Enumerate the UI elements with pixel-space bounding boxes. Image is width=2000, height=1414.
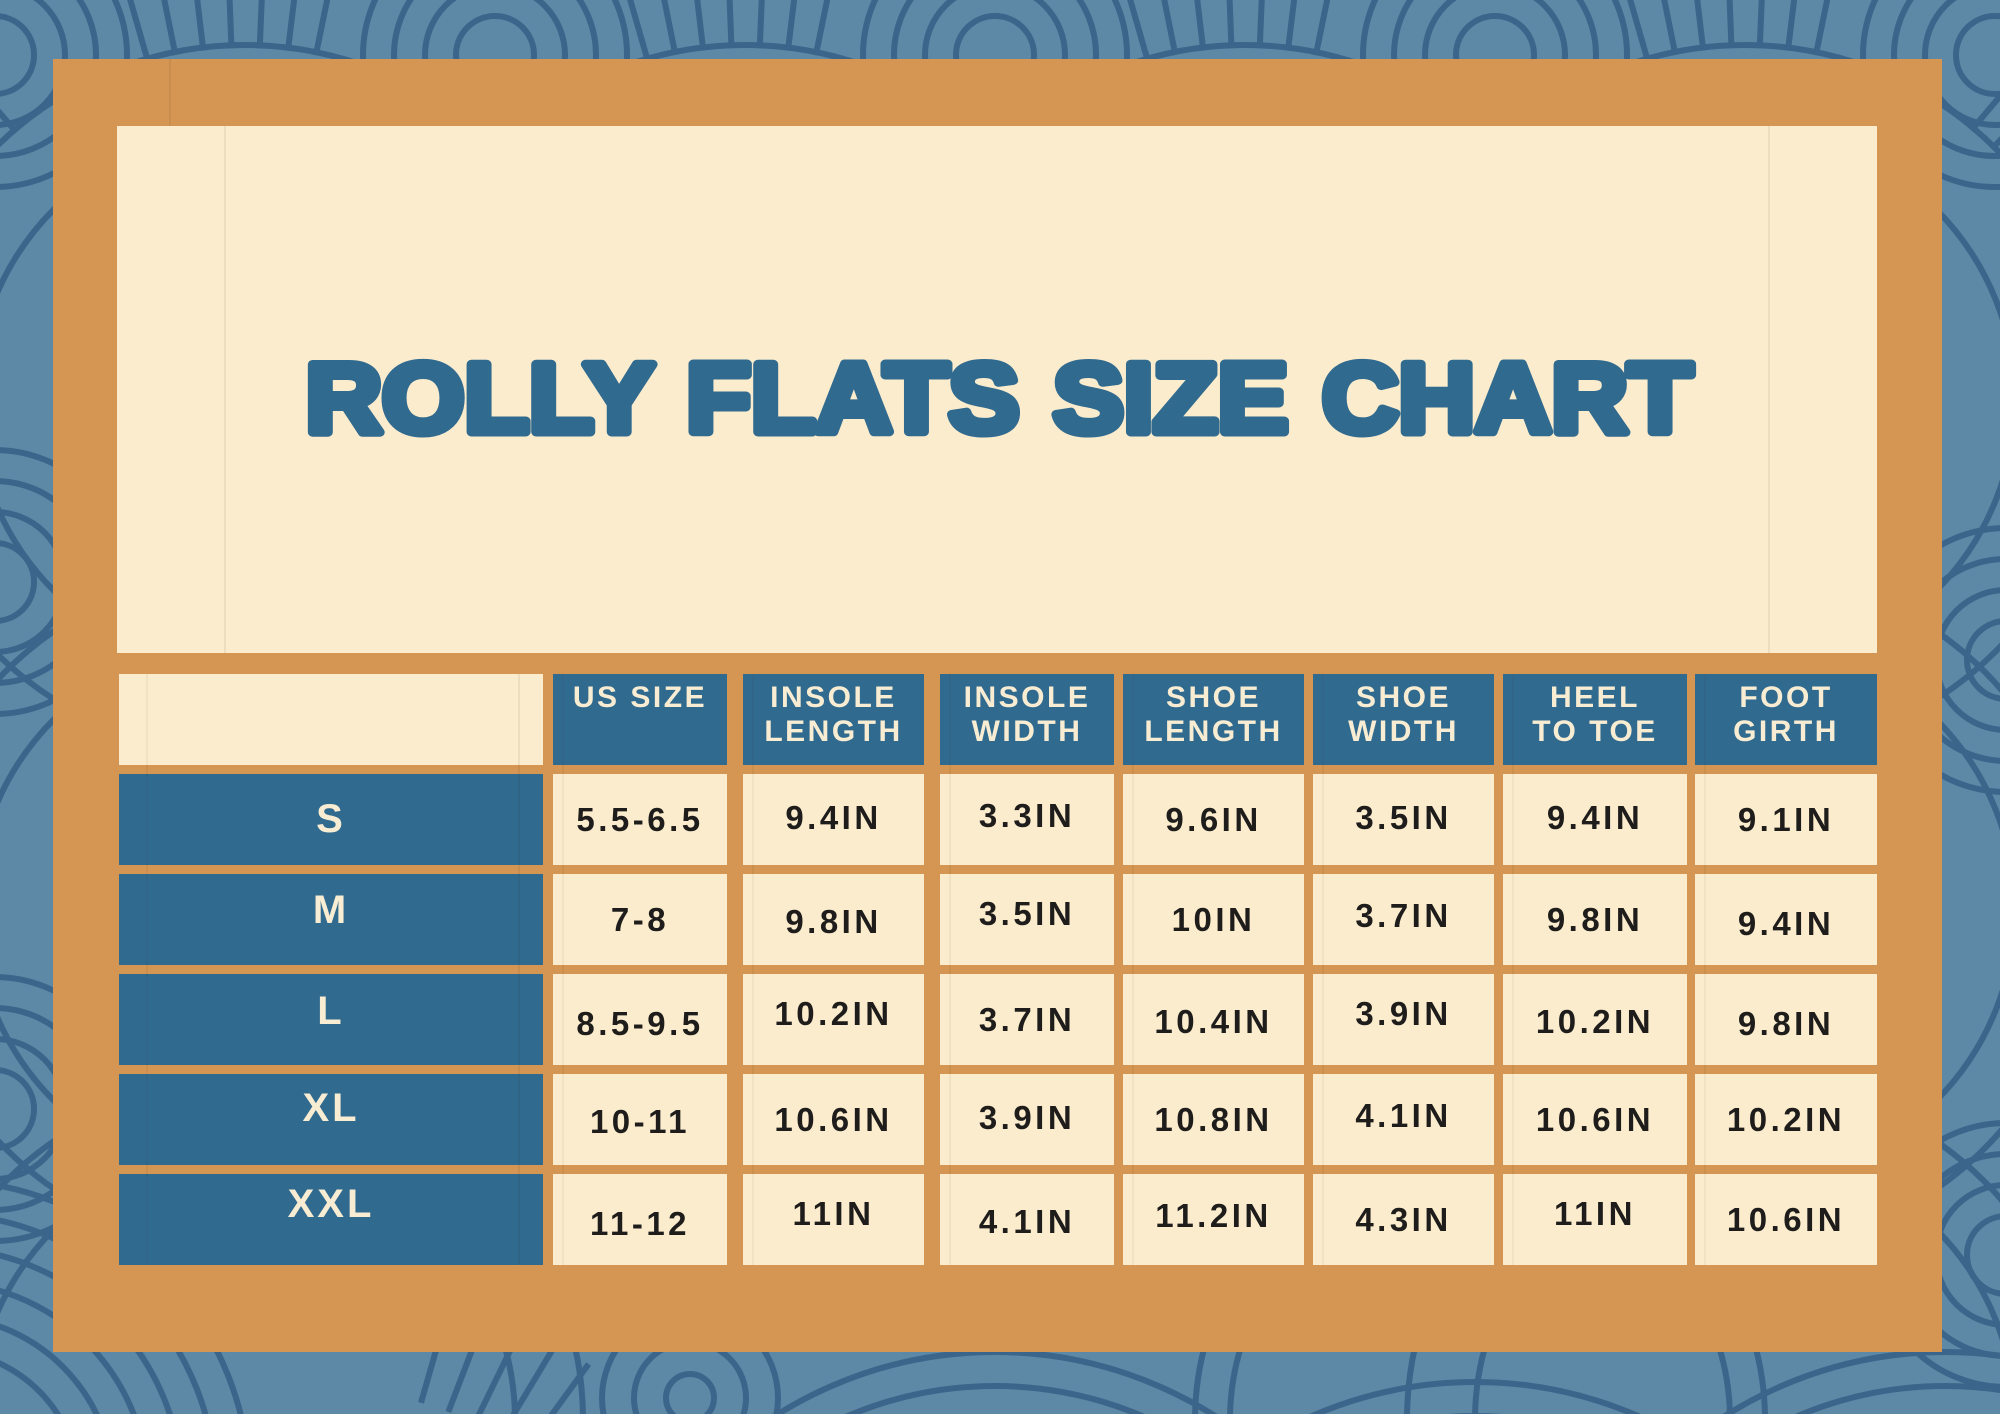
svg-text:ROLLY FLATS SIZE CHART: ROLLY FLATS SIZE CHART bbox=[306, 344, 1693, 454]
